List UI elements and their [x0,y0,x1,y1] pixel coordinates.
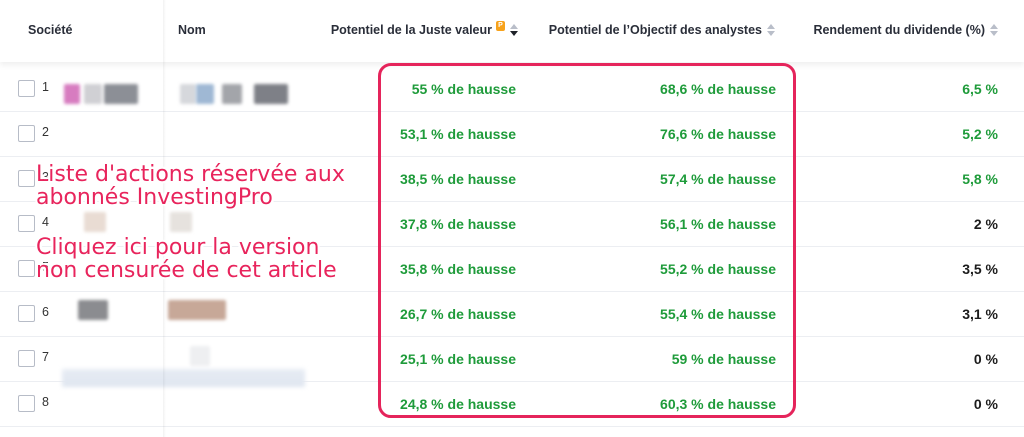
sort-descending-icon[interactable] [510,24,518,36]
fair-value-upside: 24,8 % de hausse [400,395,516,412]
dividend-yield: 0 % [973,395,998,412]
dividend-yield: 0 % [973,350,998,367]
fair-value-upside: 38,5 % de hausse [400,170,516,187]
dividend-yield: 2 % [973,215,998,232]
sort-icon[interactable] [990,24,998,36]
row-number: 4 [42,215,49,229]
row-checkbox[interactable] [18,395,35,412]
censored-text [180,84,196,104]
row-number: 1 [42,80,49,94]
promo-line: Liste d'actions réservée aux [36,162,345,187]
column-header-label: Rendement du dividende (%) [813,23,985,37]
analyst-target-upside: 55,2 % de hausse [660,260,776,277]
dividend-yield: 5,8 % [962,170,998,187]
dividend-yield: 6,5 % [962,80,998,97]
row-number: 2 [42,125,49,139]
analyst-target-upside: 57,4 % de hausse [660,170,776,187]
fair-value-upside: 26,7 % de hausse [400,305,516,322]
column-header-label: Potentiel de la Juste valeur [330,23,492,37]
table-row[interactable]: 8 24,8 % de hausse 60,3 % de hausse 0 % [0,381,1024,427]
row-checkbox[interactable] [18,350,35,367]
table-row[interactable]: 2 53,1 % de hausse 76,6 % de hausse 5,2 % [0,111,1024,157]
table-row[interactable]: 5 35,8 % de hausse 55,2 % de hausse 3,5 % [0,246,1024,292]
investingpro-badge-icon: P [496,21,505,31]
promo-line: abonnés InvestingPro [36,185,273,210]
row-number: 3 [42,170,49,184]
row-number: 5 [42,260,49,274]
row-checkbox[interactable] [18,215,35,232]
table-row[interactable]: 4 37,8 % de hausse 56,1 % de hausse 2 % [0,201,1024,247]
row-checkbox[interactable] [18,170,35,187]
row-checkbox[interactable] [18,80,35,97]
column-header-label: Nom [178,23,206,37]
dividend-yield: 5,2 % [962,125,998,142]
uncensored-version-link[interactable]: Cliquez ici pour la version non censurée… [36,236,337,282]
column-header-label: Société [28,23,73,37]
promo-line: Cliquez ici pour la version [36,235,320,260]
analyst-target-upside: 55,4 % de hausse [660,305,776,322]
table-row[interactable]: 7 25,1 % de hausse 59 % de hausse 0 % [0,336,1024,382]
analyst-target-upside: 76,6 % de hausse [660,125,776,142]
column-header-label: Potentiel de l’Objectif des analystes [548,23,762,37]
row-number: 7 [42,350,49,364]
censored-text [78,300,108,320]
table-row[interactable]: 1 55 % de hausse 68,6 % de hausse 6,5 % [0,66,1024,112]
row-checkbox[interactable] [18,305,35,322]
table-row[interactable]: 3 38,5 % de hausse 57,4 % de hausse 5,8 % [0,156,1024,202]
column-header-dividende[interactable]: Rendement du dividende (%) [780,0,998,60]
analyst-target-upside: 60,3 % de hausse [660,395,776,412]
censored-text [62,369,305,387]
fair-value-upside: 53,1 % de hausse [400,125,516,142]
column-header-juste-valeur[interactable]: Potentiel de la Juste valeur P [300,0,518,60]
row-number: 6 [42,305,49,319]
dividend-yield: 3,5 % [962,260,998,277]
frozen-column-divider [163,0,166,437]
promo-overlay[interactable]: Liste d'actions réservée aux abonnés Inv… [36,163,345,209]
analyst-target-upside: 56,1 % de hausse [660,215,776,232]
fair-value-upside: 37,8 % de hausse [400,215,516,232]
fair-value-upside: 35,8 % de hausse [400,260,516,277]
censored-logo [64,84,80,104]
column-header-nom[interactable]: Nom [178,0,298,60]
analyst-target-upside: 59 % de hausse [671,350,776,367]
fair-value-upside: 55 % de hausse [411,80,516,97]
row-checkbox[interactable] [18,260,35,277]
censored-text [84,212,106,232]
fair-value-upside: 25,1 % de hausse [400,350,516,367]
highlight-frame [378,63,796,418]
promo-line: non censurée de cet article [36,258,337,283]
analyst-target-upside: 68,6 % de hausse [660,80,776,97]
sort-icon[interactable] [767,24,775,36]
table-row[interactable]: 6 26,7 % de hausse 55,4 % de hausse 3,1 % [0,291,1024,337]
censored-text [84,84,102,104]
row-checkbox[interactable] [18,125,35,142]
censored-text [254,84,288,104]
censored-text [104,84,138,104]
censored-text [190,346,210,366]
column-header-societe[interactable]: Société [28,0,148,60]
row-number: 8 [42,395,49,409]
dividend-yield: 3,1 % [962,305,998,322]
censored-text [196,84,214,104]
column-header-objectif-analystes[interactable]: Potentiel de l’Objectif des analystes [520,0,775,60]
censored-text [168,300,226,320]
censored-text [170,212,192,232]
censored-text [222,84,242,104]
table-header: Société Nom Potentiel de la Juste valeur… [0,0,1024,62]
